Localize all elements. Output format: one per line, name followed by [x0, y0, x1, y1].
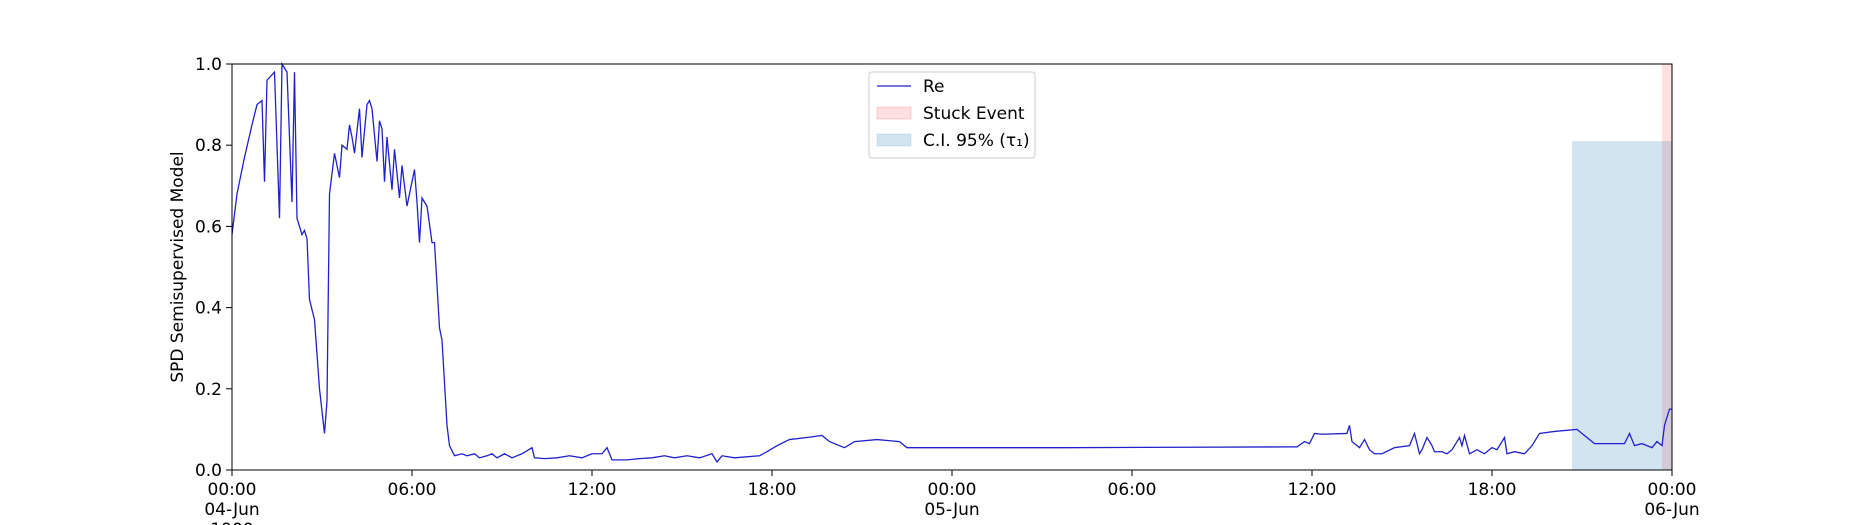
x-tick-label-line: 06:00	[388, 480, 437, 500]
x-tick-label-line: 18:00	[1468, 480, 1517, 500]
x-tick-label-line: 12:00	[1288, 480, 1337, 500]
x-tick-label: 00:00 06-Jun	[1644, 480, 1699, 520]
x-tick-label-line: 12:00	[568, 480, 617, 500]
legend-box	[868, 71, 1036, 159]
y-tick-label: 0.2	[195, 380, 222, 400]
legend-label: Re	[923, 77, 945, 97]
y-tick-label: 1.0	[195, 55, 222, 75]
data-line	[231, 61, 1672, 463]
legend-swatch	[876, 133, 912, 147]
x-tick-label-line: 06-Jun	[1644, 500, 1699, 520]
shaded-span	[1662, 64, 1672, 470]
x-tick-label-line: 05-Jun	[924, 500, 979, 520]
x-tick-label: 12:00	[568, 480, 617, 500]
shaded-span	[1572, 141, 1672, 470]
x-tick-label-line: 06:00	[1108, 480, 1157, 500]
y-tick-label: 0.6	[195, 217, 222, 237]
x-tick-label-line: 04-Jun	[204, 500, 259, 520]
x-tick-label: 18:00	[748, 480, 797, 500]
x-tick-label: 00:00 05-Jun	[924, 480, 979, 520]
y-axis-label: SPD Semisupervised Model	[168, 151, 188, 382]
y-tick-label: 0.8	[195, 136, 222, 156]
legend-label: C.I. 95% (τ₁)	[923, 131, 1030, 151]
x-tick-label: 06:00	[388, 480, 437, 500]
x-tick-label: 12:00	[1288, 480, 1337, 500]
x-tick-label: 06:00	[1108, 480, 1157, 500]
x-tick-label-line: 00:00	[1648, 480, 1697, 500]
y-tick-label: 0.4	[195, 299, 222, 319]
x-tick-label-line: 1900	[210, 520, 253, 525]
legend-label: Stuck Event	[923, 104, 1025, 124]
x-tick-label-line: 00:00	[928, 480, 977, 500]
x-tick-label-line: 18:00	[748, 480, 797, 500]
x-tick-label-line: 00:00	[208, 480, 257, 500]
x-tick-label: 18:00	[1468, 480, 1517, 500]
y-tick-label: 0.0	[195, 461, 222, 481]
legend-swatch	[876, 106, 912, 120]
